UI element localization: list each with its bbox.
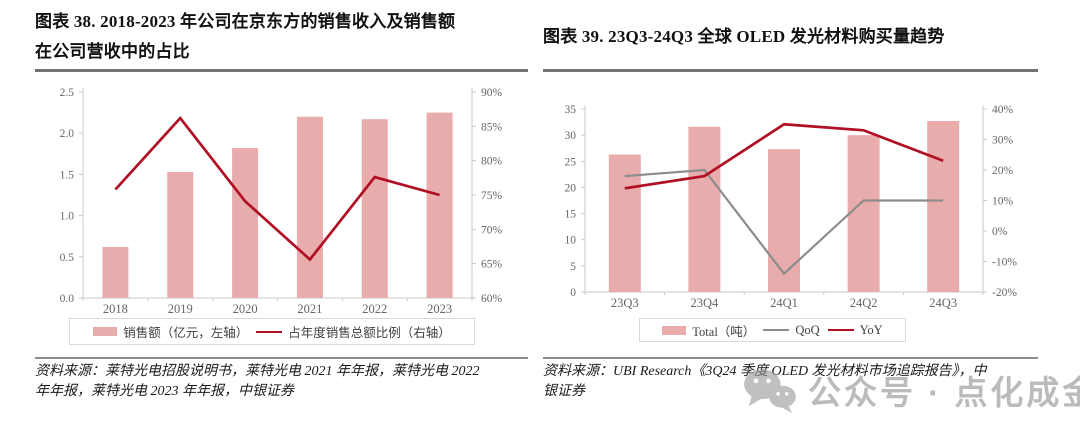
bar-swatch-icon [662,325,687,335]
x-category-label: 2018 [103,302,128,316]
figure39-title-rule [543,69,1038,72]
line-series [114,116,440,262]
bar [768,149,800,292]
left-axis-label: 30 [565,130,577,142]
figure39-source: 资料来源：UBI Research《3Q24 季度 OLED 发光材料市场追踪报… [543,364,987,399]
figure38-chart: 0.0 0.5 1.0 1.5 2.0 2.5 60% 65% 70% 75% 80% 85% 90% 2… [60,87,503,316]
right-axis-label: 30% [992,135,1014,147]
figure38-title: 图表 38. 2018-2023 年公司在京东方的销售收入及销售额 在公司营收中… [35,12,456,61]
left-axis-label: 0.0 [60,293,75,305]
figure38-source-rule [35,357,528,359]
left-axis-label: 1.5 [60,169,75,181]
right-axis-label: 75% [481,190,503,202]
legend-entry-yoy: YoY [827,322,883,338]
x-category-label: 2019 [168,302,193,316]
right-axis-label: 65% [481,259,503,271]
legend-entry-ratio: 占年度销售总额比例（右轴） [256,322,451,341]
right-axis-label: 20% [992,165,1014,177]
left-axis-label: 25 [565,156,577,168]
bar [296,116,323,298]
left-axis-label: 1.0 [60,211,75,223]
plot-area: 0 5 10 15 20 25 30 35 -20% -10% 0% 10% 20% 30% 40% 23Q3… [565,104,1018,310]
x-category-label: 24Q1 [770,296,798,310]
bar-swatch-icon [93,327,118,336]
bar [847,135,880,292]
right-axis-label: 60% [481,293,503,305]
figure39-title: 图表 39. 23Q3-24Q3 全球 OLED 发光材料购买量趋势 [543,27,945,46]
x-category-label: 24Q2 [850,296,878,310]
bar [361,119,388,298]
plot-area: 0.0 0.5 1.0 1.5 2.0 2.5 60% 65% 70% 75% 80% 85% 90% 2… [60,87,503,316]
figure39-legend: Total（吨） QoQ YoY [639,318,906,342]
right-axis-label: 40% [992,104,1014,116]
left-axis-label: 10 [565,235,577,247]
x-category-label: 24Q3 [929,296,957,310]
legend-entry-total: Total（吨） [662,321,755,340]
right-axis-label: 70% [481,224,503,236]
left-axis-label: 20 [565,182,577,194]
bar-series [102,112,453,298]
figure38-source: 资料来源：莱特光电招股说明书，莱特光电 2021 年年报，莱特光电 2022 年… [35,364,480,399]
bar [102,246,129,298]
right-axis-label: 85% [481,121,503,133]
legend-label-qoq: QoQ [795,322,820,337]
line-swatch-icon [763,329,790,331]
x-category-label: 2023 [427,302,452,316]
bar [608,154,641,292]
legend-label-ratio: 占年度销售总额比例（右轴） [288,326,451,340]
right-axis-label: 0% [992,226,1008,238]
x-category-label: 2021 [297,302,322,316]
figure39-chart: 0 5 10 15 20 25 30 35 -20% -10% 0% 10% 20% 30% 40% 23Q3… [565,104,1018,310]
bar [232,148,259,298]
line-swatch-icon [256,330,283,333]
left-axis-label: 0.5 [60,252,75,264]
left-axis-label: 2.5 [60,87,75,99]
figure38-title-rule [35,69,528,72]
bar-series [608,121,960,292]
line-swatch-icon [827,329,854,331]
right-axis-label: -10% [992,257,1017,269]
line-series [624,122,944,190]
left-axis-label: 2.0 [60,128,75,140]
left-axis-label: 15 [565,209,577,221]
bar [426,112,453,298]
bar [927,121,960,292]
legend-entry-sales: 销售额（亿元，左轴） [93,322,248,341]
line-series [624,168,944,276]
right-axis-label: 90% [481,87,503,99]
right-axis-label: -20% [992,287,1017,299]
figure38-legend: 销售额（亿元，左轴） 占年度销售总额比例（右轴） [69,318,475,345]
x-category-label: 23Q4 [691,296,720,310]
left-axis-label: 5 [570,261,576,273]
legend-label-total: Total（吨） [692,324,756,339]
left-axis-label: 0 [570,287,576,299]
right-axis-label: 80% [481,156,503,168]
x-category-label: 2020 [233,302,258,316]
x-category-label: 23Q3 [611,296,639,310]
legend-entry-qoq: QoQ [763,322,820,338]
right-axis-label: 10% [992,196,1014,208]
bar [688,126,721,292]
figure39-source-rule [543,357,1038,359]
legend-label-yoy: YoY [859,322,883,337]
x-category-label: 2022 [362,302,387,316]
bar [167,171,194,298]
left-axis-label: 35 [565,104,577,116]
legend-label-sales: 销售额（亿元，左轴） [123,326,249,340]
